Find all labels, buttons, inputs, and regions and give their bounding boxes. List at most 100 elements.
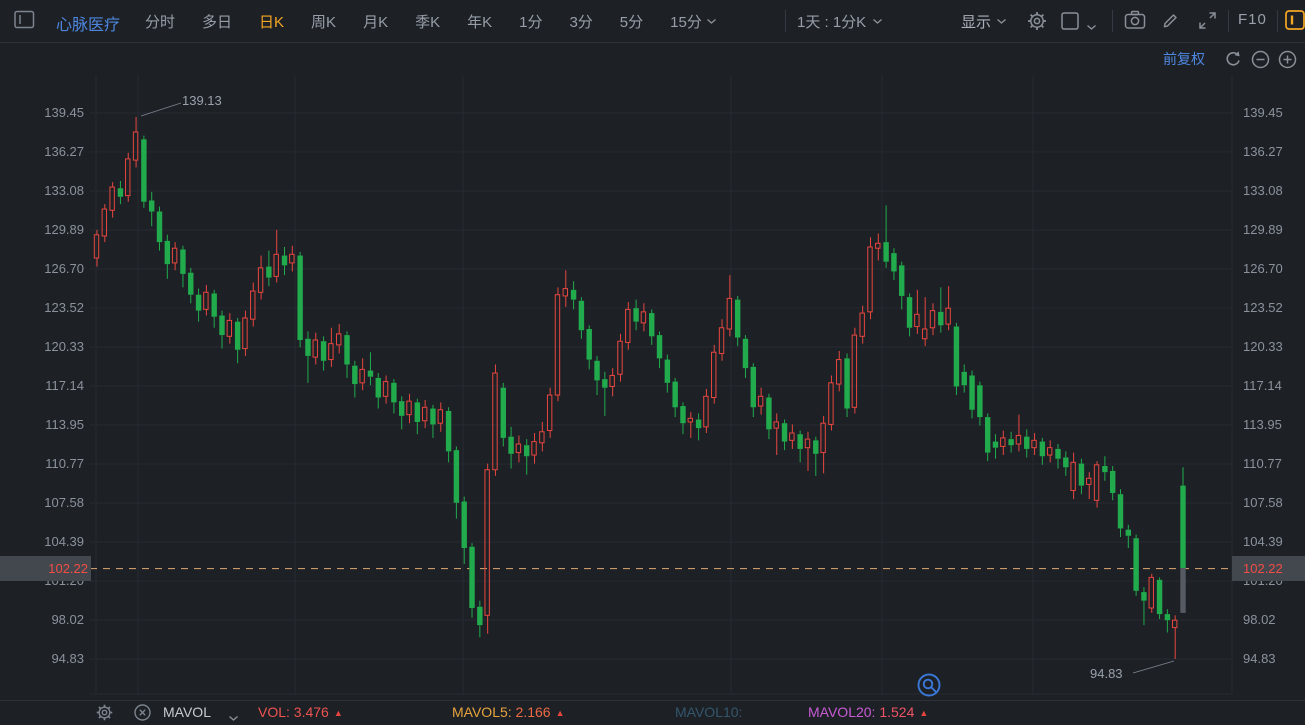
candle xyxy=(352,360,358,398)
candle xyxy=(804,431,811,471)
period-tabs: 分时 多日 日K 周K 月K 季K 年K 1分 3分 5分 15分 xyxy=(145,0,717,42)
screenshot-camera-icon[interactable] xyxy=(1124,10,1146,35)
tab-11[interactable]: 15分 xyxy=(670,11,717,32)
tab-label: 3分 xyxy=(569,13,593,31)
tab-8[interactable]: 1分 xyxy=(519,11,542,32)
candle xyxy=(586,325,592,370)
candle xyxy=(570,281,577,310)
indicator-number: 1.524 xyxy=(879,704,915,720)
price-axis-label: 117.14 xyxy=(45,378,84,393)
candle xyxy=(203,284,209,316)
tab-9[interactable]: 3分 xyxy=(569,11,592,32)
candle xyxy=(234,317,241,364)
candle xyxy=(242,310,248,356)
tab-label: 年K xyxy=(467,13,493,31)
tab-label: 1分 xyxy=(519,13,543,31)
tab-7[interactable]: 年K xyxy=(467,11,492,32)
tab-2[interactable]: 多日 xyxy=(202,11,232,32)
candle xyxy=(602,371,608,416)
chevron-down-icon[interactable] xyxy=(228,709,239,725)
chevron-down-icon xyxy=(706,18,716,24)
settings-gear-icon[interactable] xyxy=(1026,10,1048,37)
tab-10[interactable]: 5分 xyxy=(620,11,643,32)
drawing-pencil-icon[interactable] xyxy=(1161,10,1181,35)
candle xyxy=(820,415,826,474)
price-axis-label: 120.33 xyxy=(44,338,84,354)
tab-3[interactable]: 日K xyxy=(259,11,284,32)
chart-style-icon[interactable] xyxy=(1061,12,1079,35)
annotation-line xyxy=(140,102,182,117)
indicator-settings-gear-icon[interactable] xyxy=(95,703,114,725)
tab-1[interactable]: 分时 xyxy=(145,11,175,32)
price-axis-label: 98.02 xyxy=(1243,611,1276,627)
tab-5[interactable]: 月K xyxy=(363,11,388,32)
candle xyxy=(1046,440,1053,463)
candle xyxy=(289,245,295,272)
price-axis-label: 136.27 xyxy=(1243,143,1283,159)
indicator-label: MAVOL20: xyxy=(808,704,880,720)
price-axis-label: 120.33 xyxy=(1243,338,1283,354)
candle xyxy=(250,282,256,327)
price-axis-label: 133.08 xyxy=(1243,182,1283,198)
candle xyxy=(171,242,178,271)
candle xyxy=(344,331,350,378)
candle xyxy=(656,331,663,369)
indicator-bar: MAVOL VOL: 3.476 ▲ MAVOL5: 2.166 ▲ MAVOL10: … xyxy=(0,700,1305,724)
adjustment-mode-button[interactable]: 前复权 xyxy=(1163,51,1205,67)
indicator-close-icon[interactable] xyxy=(134,704,151,724)
candle xyxy=(531,432,537,464)
period-selector-dropdown[interactable]: 1天 : 1分K xyxy=(797,11,883,32)
tab-4[interactable]: 周K xyxy=(311,11,336,32)
candle xyxy=(977,381,983,426)
candle xyxy=(680,402,686,435)
toolbar-separator xyxy=(1277,10,1278,32)
annotation-line xyxy=(1132,660,1175,674)
chevron-down-icon[interactable] xyxy=(1086,18,1097,36)
toolbar-separator xyxy=(1228,10,1229,32)
top-toolbar: 心脉医疗 分时 多日 日K 周K 月K 季K 年K 1分 3分 5分 15分 1天 : 1分K 显示… xyxy=(0,0,1305,43)
current-price-badge-right: 102.22 xyxy=(1232,556,1305,582)
reset-undo-icon[interactable] xyxy=(1223,49,1243,69)
candle xyxy=(867,237,873,320)
candle xyxy=(757,387,764,415)
tab-label: 多日 xyxy=(202,13,233,31)
candle xyxy=(969,370,975,419)
display-dropdown[interactable]: 显示 xyxy=(961,11,1007,32)
price-axis-label: 94.83 xyxy=(1243,651,1276,666)
indicator-name[interactable]: MAVOL xyxy=(163,704,211,720)
candle xyxy=(1063,451,1069,476)
zoom-in-icon[interactable] xyxy=(1278,50,1297,69)
symbol-title: 心脉医疗 xyxy=(56,17,121,34)
tab-6[interactable]: 季K xyxy=(415,11,440,32)
candle xyxy=(477,600,483,638)
candle xyxy=(789,424,795,449)
candle xyxy=(875,233,881,261)
price-axis-label: 113.95 xyxy=(45,417,84,433)
candle xyxy=(1164,609,1171,633)
zoom-out-icon[interactable] xyxy=(1251,50,1270,69)
candle xyxy=(609,368,615,397)
tab-label: 日K xyxy=(259,13,285,31)
candle xyxy=(828,375,834,431)
candle xyxy=(453,446,460,519)
f10-button[interactable]: F10 xyxy=(1238,11,1267,28)
tab-label: 5分 xyxy=(619,13,644,31)
candle xyxy=(469,543,475,618)
indicator-value-mavol20: MAVOL20: 1.524 ▲ xyxy=(808,704,928,720)
candle xyxy=(1133,534,1139,596)
candle xyxy=(718,319,725,361)
kline-panel-icon[interactable] xyxy=(1285,10,1305,35)
candle xyxy=(320,336,327,371)
candle xyxy=(687,412,693,438)
up-arrow-icon: ▲ xyxy=(555,708,565,718)
candle xyxy=(406,393,412,424)
adjustment-row: 前复权 xyxy=(1163,46,1305,72)
candle xyxy=(266,250,272,287)
candle xyxy=(148,191,155,227)
candle xyxy=(773,413,779,456)
fullscreen-expand-icon[interactable] xyxy=(1197,10,1218,36)
candle xyxy=(938,287,944,333)
sidebar-toggle-icon[interactable] xyxy=(14,10,35,34)
candle xyxy=(219,310,225,349)
